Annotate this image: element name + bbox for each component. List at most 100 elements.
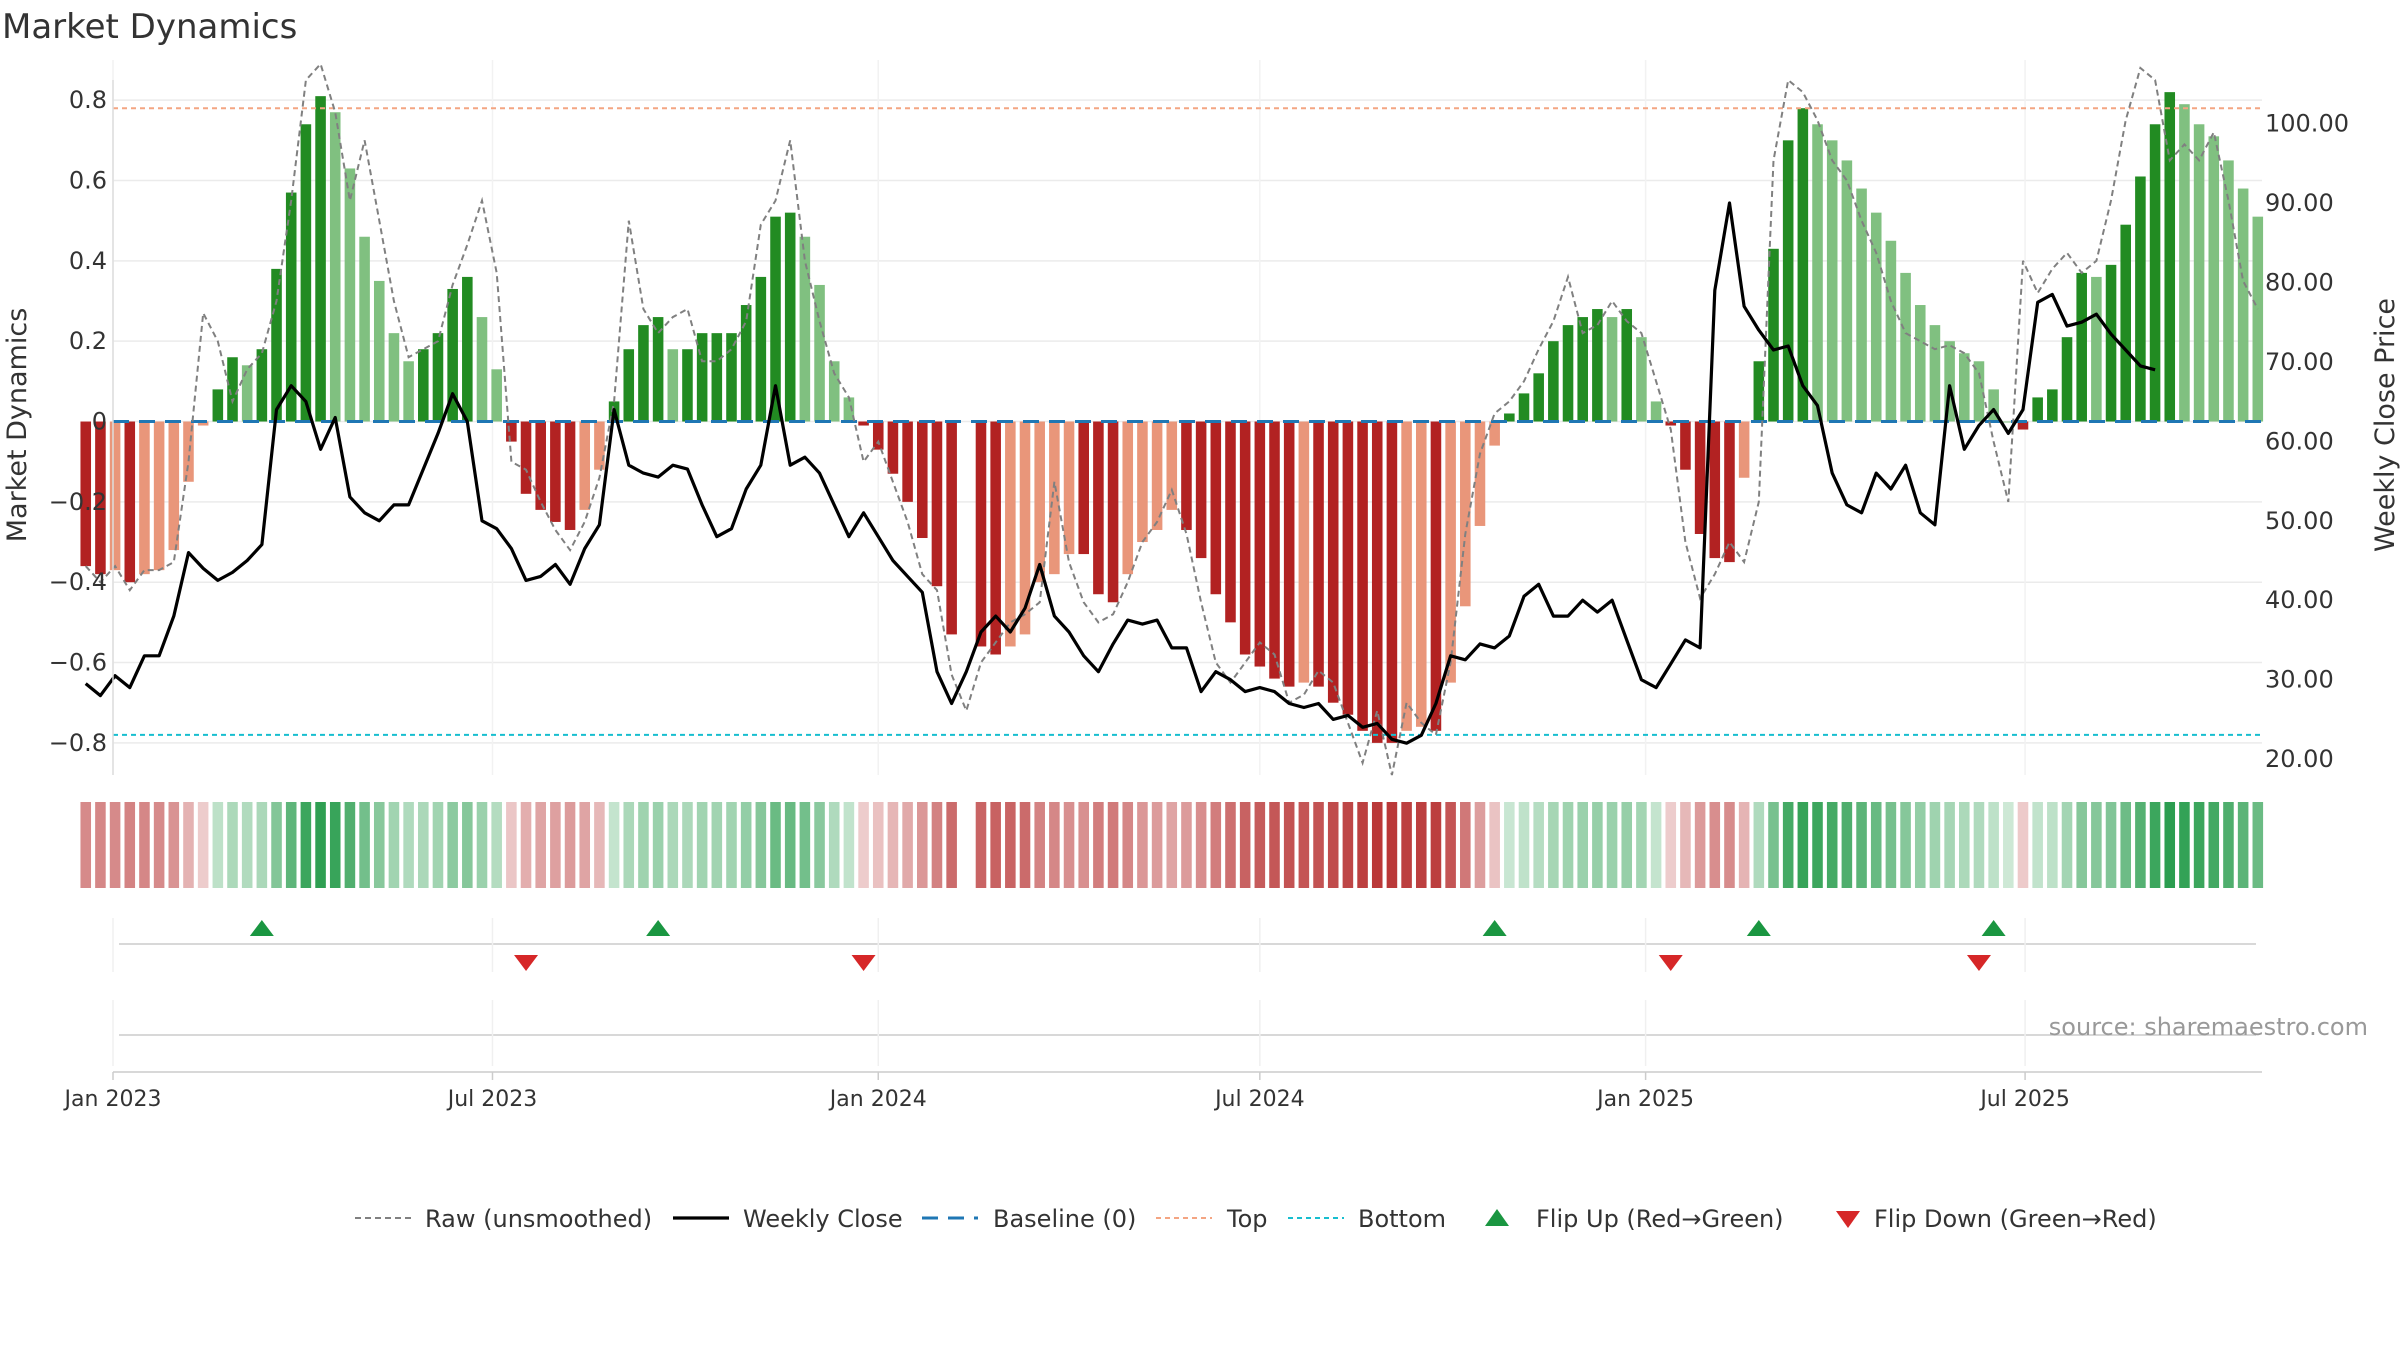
line-series — [84, 62, 2259, 776]
dynamics-bar — [1460, 421, 1471, 607]
dynamics-bar — [623, 349, 635, 422]
regime-cell — [1577, 802, 1588, 888]
regime-cell — [1738, 802, 1750, 888]
dynamics-bar — [1078, 421, 1090, 555]
regime-cell — [256, 802, 268, 888]
dynamics-bar — [1768, 248, 1779, 422]
dynamics-bar — [946, 421, 957, 635]
dynamics-bar — [1137, 421, 1148, 543]
dynamics-bar — [1151, 421, 1163, 530]
legend-swatch-flip-down — [1836, 1211, 1860, 1228]
dynamics-bar — [2208, 136, 2220, 422]
regime-cell — [212, 802, 224, 888]
x-axis: Jan 2023 Jul 2023 Jan 2024 Jul 2024 Jan 2025… — [63, 1071, 2262, 1112]
dynamics-bar — [828, 361, 840, 422]
dynamics-bar — [931, 421, 943, 587]
regime-cell — [183, 802, 194, 888]
dynamics-bar — [696, 333, 708, 422]
regime-cell — [975, 802, 987, 888]
dynamics-bar — [1782, 140, 1794, 422]
dynamics-bar — [1415, 421, 1427, 727]
flip-up-marker — [1482, 920, 1507, 936]
regime-cell — [153, 802, 165, 888]
regime-cell — [1327, 802, 1339, 888]
dynamics-bar — [1533, 373, 1544, 422]
regime-cell — [1797, 802, 1809, 888]
dynamics-bar — [1753, 361, 1765, 422]
right-tick-label: 70.00 — [2265, 348, 2334, 376]
regime-cell — [1724, 802, 1735, 888]
regime-cell — [1929, 802, 1941, 888]
regime-cell — [667, 802, 679, 888]
regime-cell — [329, 802, 341, 888]
regime-cell — [491, 802, 502, 888]
regime-cell — [1533, 802, 1544, 888]
regime-cell — [1665, 802, 1677, 888]
legend-label: Baseline (0) — [993, 1205, 1136, 1233]
regime-cell — [2047, 802, 2058, 888]
dynamics-bar — [726, 333, 737, 422]
dynamics-bar — [2164, 92, 2176, 422]
legend-item: Flip Down (Green→Red) — [1836, 1205, 2157, 1233]
regime-cell — [682, 802, 693, 888]
dynamics-bar — [2223, 160, 2234, 422]
dynamics-bar — [1430, 421, 1442, 731]
dynamics-bar — [1254, 421, 1266, 667]
regime-cell — [168, 802, 180, 888]
left-tick-label: 0.2 — [69, 327, 107, 355]
right-tick-label: 90.00 — [2265, 189, 2334, 217]
regime-cell — [418, 802, 429, 888]
dynamics-bar — [711, 333, 723, 422]
left-tick-label: −0.6 — [49, 649, 107, 677]
regime-cell — [2252, 802, 2264, 888]
dynamics-bar — [2179, 104, 2190, 422]
regime-cell — [740, 802, 752, 888]
regime-cell — [1093, 802, 1104, 888]
dynamics-bar — [2120, 224, 2132, 422]
regime-cell — [887, 802, 899, 888]
regime-cell — [1709, 802, 1721, 888]
dynamics-bar — [1005, 421, 1016, 647]
regime-cell — [447, 802, 458, 888]
legend-item: Bottom — [1288, 1205, 1446, 1233]
regime-cell — [95, 802, 106, 888]
dynamics-bar — [740, 305, 752, 422]
x-tick-label: Jul 2025 — [1978, 1087, 2070, 1112]
regime-cell — [535, 802, 546, 888]
right-tick-label: 50.00 — [2265, 507, 2334, 535]
regime-cell — [1914, 802, 1926, 888]
dynamics-bar — [1342, 421, 1354, 715]
right-tick-label: 80.00 — [2265, 268, 2334, 296]
regime-cell — [755, 802, 767, 888]
dynamics-bar — [858, 421, 869, 426]
right-axis: 100.00 90.00 80.00 70.00 60.00 50.00 40.00 30.0… — [2265, 110, 2349, 774]
regime-cell — [1518, 802, 1530, 888]
dynamics-bar — [1900, 272, 1911, 422]
regime-cell — [1562, 802, 1574, 888]
dynamics-bar — [1049, 421, 1060, 575]
dynamics-bar — [2135, 176, 2146, 422]
dynamics-bar — [1724, 421, 1735, 563]
regime-cell — [1650, 802, 1662, 888]
legend: Raw (unsmoothed) Weekly Close Baseline (0)… — [355, 1205, 2157, 1233]
dynamics-bar — [95, 421, 106, 575]
regime-cell — [594, 802, 605, 888]
dynamics-bar — [2017, 421, 2029, 430]
dynamics-bar — [1870, 212, 1882, 422]
regime-cell — [799, 802, 811, 888]
regime-cell — [1313, 802, 1324, 888]
regime-cell — [1137, 802, 1148, 888]
regime-cell — [1049, 802, 1060, 888]
regime-cell — [271, 802, 282, 888]
regime-cell — [1841, 802, 1853, 888]
dynamics-bar — [1283, 421, 1295, 687]
reference-lines — [113, 107, 2262, 736]
regime-cell — [2179, 802, 2190, 888]
dynamics-bar — [2149, 124, 2161, 422]
regime-cell — [506, 802, 517, 888]
regime-cell — [1005, 802, 1016, 888]
regime-cell — [1548, 802, 1559, 888]
regime-cell — [623, 802, 635, 888]
regime-cell — [1944, 802, 1955, 888]
